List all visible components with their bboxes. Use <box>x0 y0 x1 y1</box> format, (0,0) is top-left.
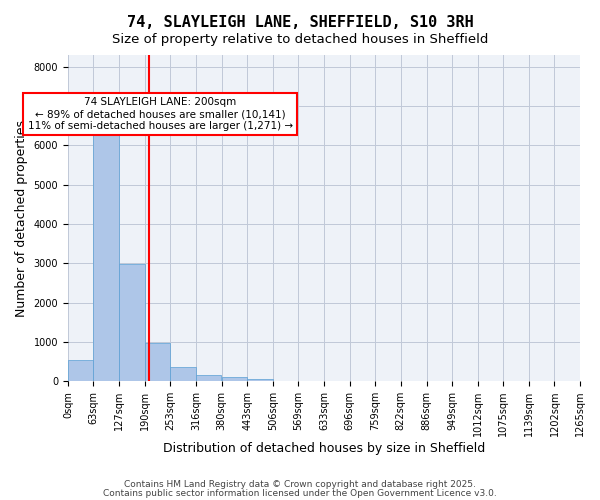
Bar <box>196 375 221 381</box>
Bar <box>119 264 145 381</box>
Text: 74 SLAYLEIGH LANE: 200sqm
← 89% of detached houses are smaller (10,141)
11% of s: 74 SLAYLEIGH LANE: 200sqm ← 89% of detac… <box>28 98 293 130</box>
Bar <box>68 360 94 381</box>
Text: Contains public sector information licensed under the Open Government Licence v3: Contains public sector information licen… <box>103 488 497 498</box>
Y-axis label: Number of detached properties: Number of detached properties <box>15 120 28 316</box>
Text: Contains HM Land Registry data © Crown copyright and database right 2025.: Contains HM Land Registry data © Crown c… <box>124 480 476 489</box>
Bar <box>170 368 196 381</box>
X-axis label: Distribution of detached houses by size in Sheffield: Distribution of detached houses by size … <box>163 442 485 455</box>
Bar <box>222 377 247 381</box>
Bar <box>94 126 119 381</box>
Bar <box>145 342 170 381</box>
Bar <box>247 379 273 381</box>
Text: 74, SLAYLEIGH LANE, SHEFFIELD, S10 3RH: 74, SLAYLEIGH LANE, SHEFFIELD, S10 3RH <box>127 15 473 30</box>
Text: Size of property relative to detached houses in Sheffield: Size of property relative to detached ho… <box>112 32 488 46</box>
